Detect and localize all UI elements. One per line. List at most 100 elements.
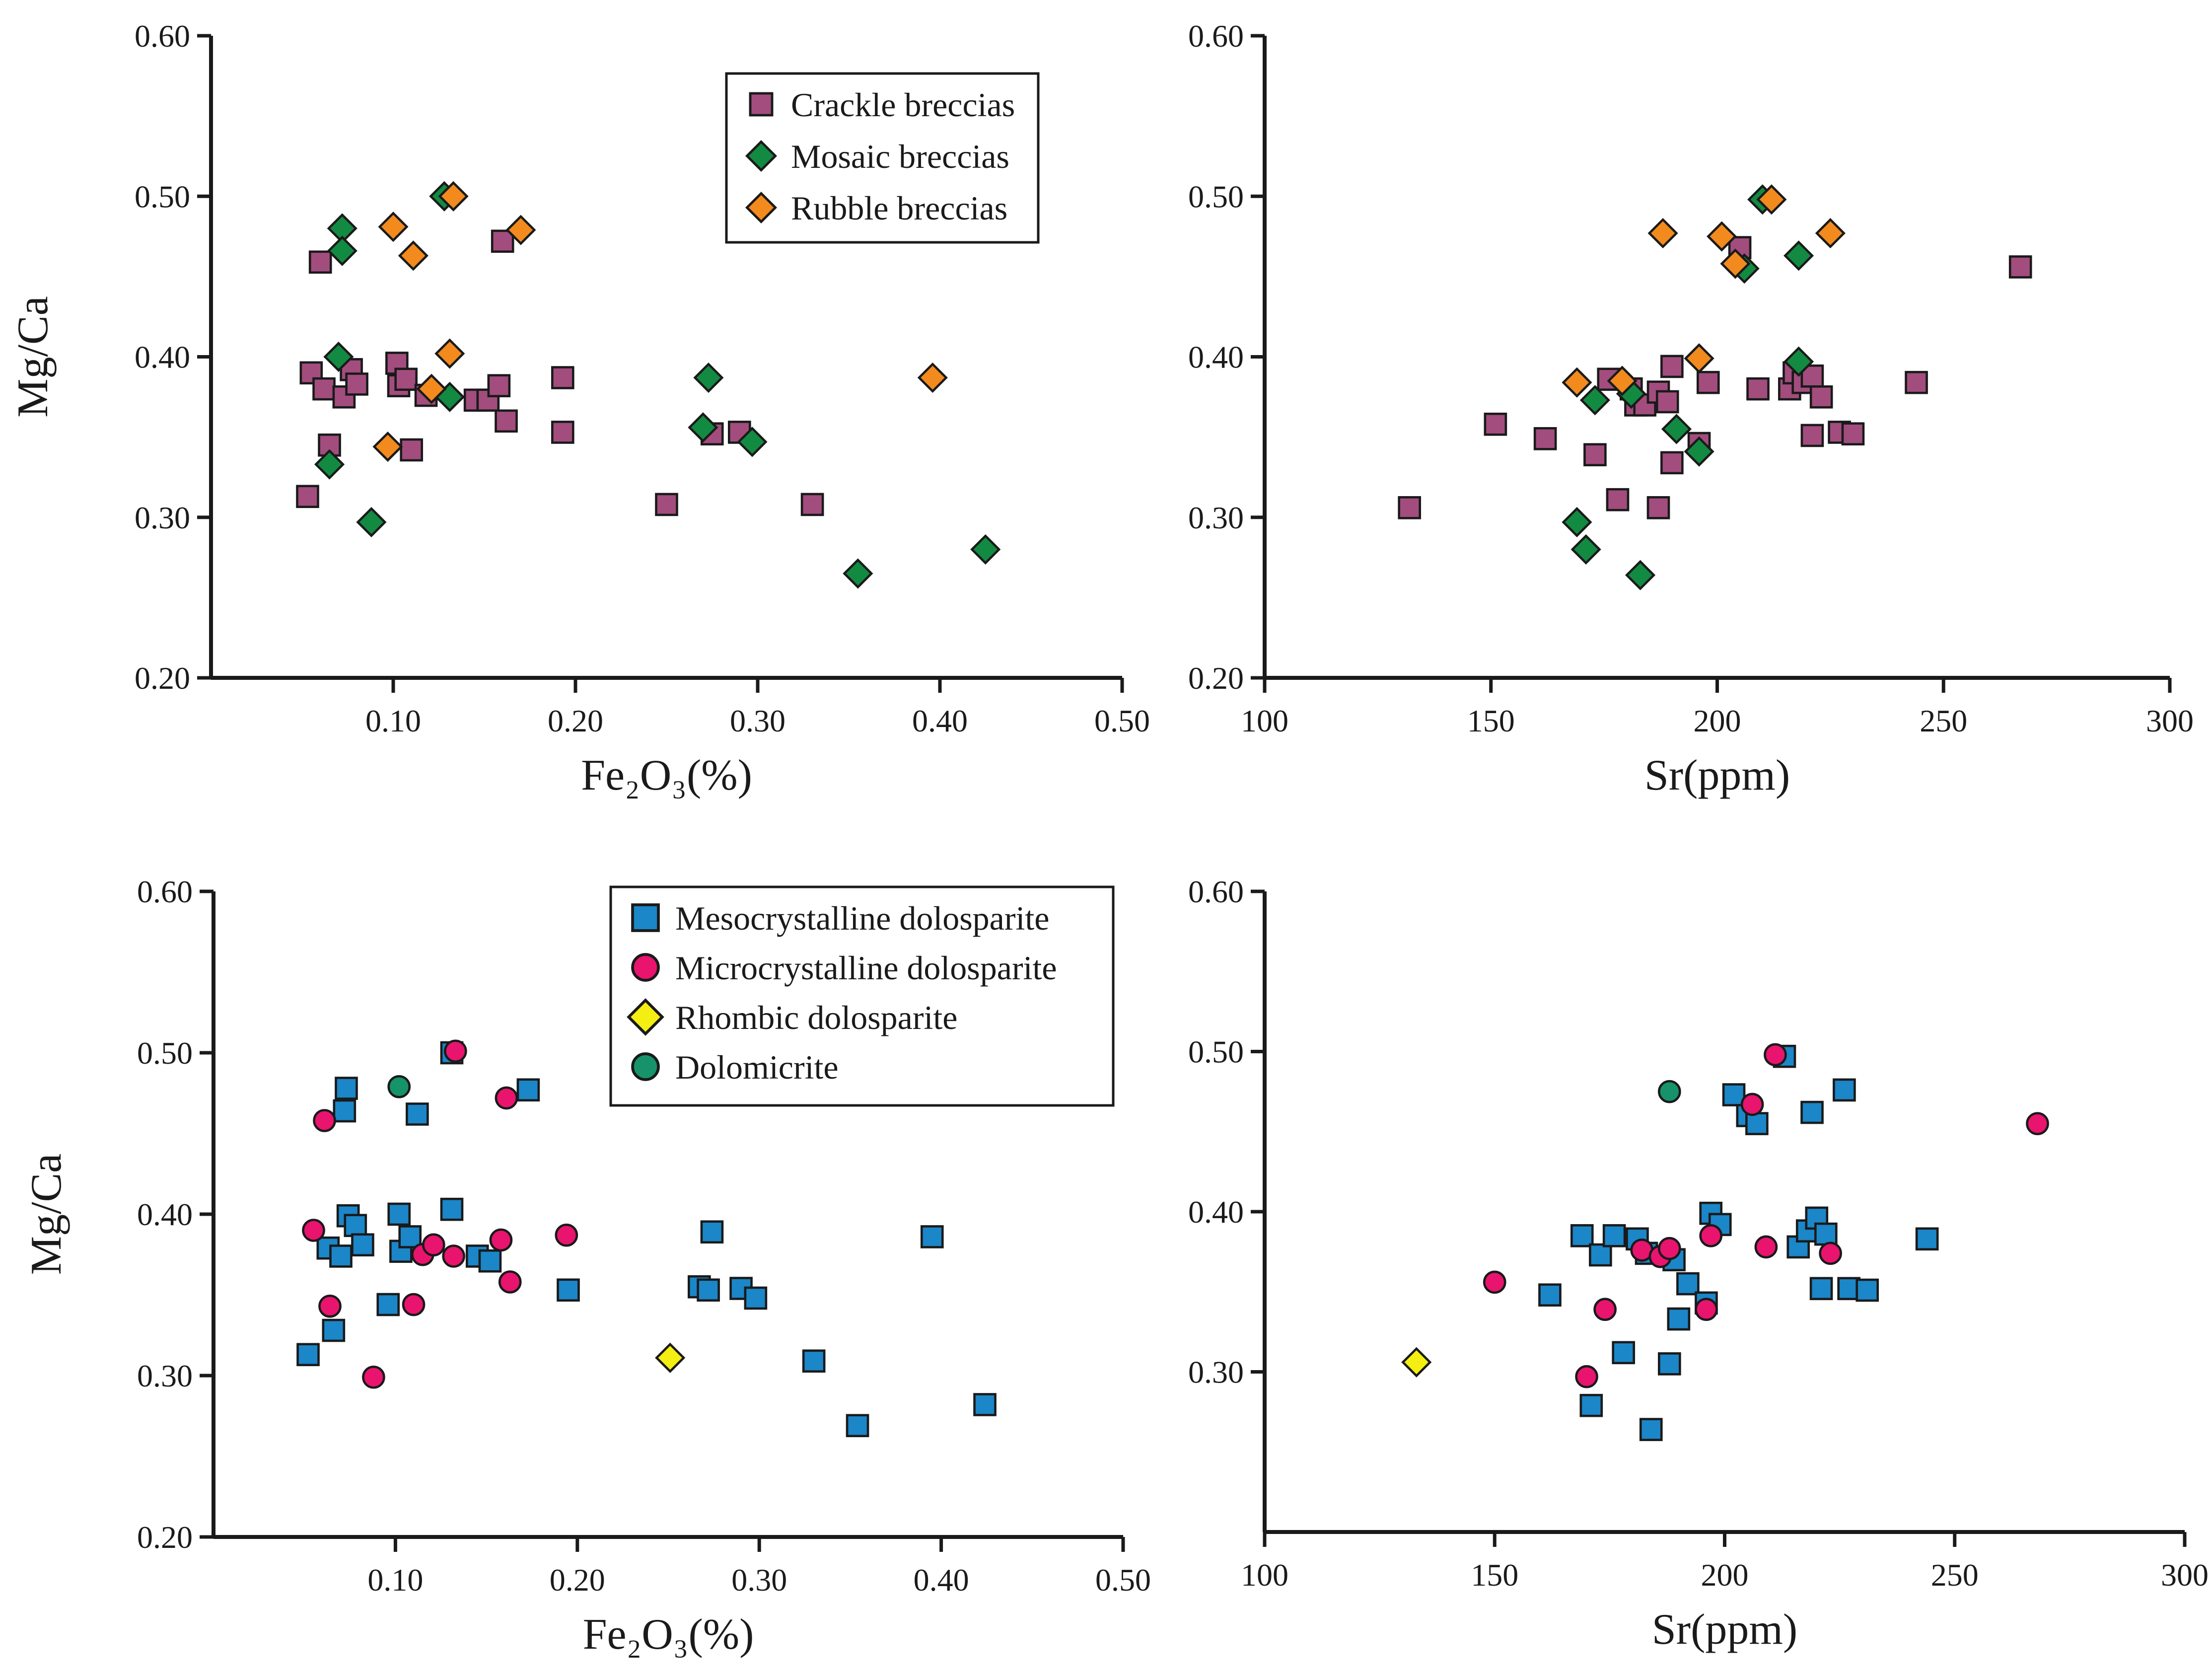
x-tick-label: 0.40 [912, 703, 968, 738]
y-tick-label: 0.50 [135, 179, 190, 214]
data-point [1660, 451, 1684, 475]
data-point [1593, 1298, 1617, 1321]
data-point [1745, 1112, 1769, 1135]
data-point [1483, 1270, 1506, 1294]
y-tick-label: 0.30 [1188, 500, 1244, 535]
x-tick-label: 0.30 [730, 703, 785, 738]
data-point [2008, 255, 2032, 279]
data-point [416, 373, 447, 404]
data-point [478, 1249, 502, 1273]
y-axis-title: Mg/Ca [9, 296, 57, 417]
y-tick-label: 0.40 [1188, 340, 1244, 375]
series-dolomicrite [1658, 1080, 1681, 1103]
x-tick-label: 0.20 [550, 1562, 605, 1598]
series-rhombic-dolosparite [1401, 1347, 1432, 1378]
data-point [555, 1223, 578, 1247]
data-point [378, 212, 409, 242]
data-point [1809, 385, 1833, 409]
data-point [697, 1278, 720, 1302]
data-point [1684, 436, 1714, 467]
data-point [688, 412, 718, 443]
data-point [498, 1270, 522, 1294]
legend-box [725, 72, 1040, 244]
data-point [846, 1414, 869, 1438]
panel-texture-sr: 0.30 0.40 0.50 0.60 100 150 200 250 300 Sr(ppm) [1188, 874, 2209, 1654]
x-axis-title: Sr(ppm) [1644, 751, 1790, 800]
series-crackle-breccias [1398, 236, 2032, 519]
series-mesocrystalline-dolosparite [1538, 1044, 1939, 1441]
legend: Mesocrystalline dolosparite Microcrystall… [609, 885, 1115, 1107]
data-point [351, 1233, 374, 1257]
series-dolomicrite [387, 1075, 411, 1098]
y-tick-label: 0.50 [1188, 1034, 1244, 1070]
data-point [406, 1102, 429, 1126]
x-axis-title: Fe₂O₃(%) [583, 1610, 754, 1659]
data-point [362, 1365, 385, 1389]
data-point [1562, 367, 1592, 398]
data-point [318, 1294, 342, 1318]
y-tick-label: 0.50 [1188, 179, 1244, 214]
series-microcrystalline-dolosparite [302, 1039, 578, 1389]
data-point [655, 1342, 686, 1373]
data-point [1746, 377, 1770, 401]
series-microcrystalline-dolosparite [1483, 1043, 2049, 1388]
data-point [1646, 496, 1670, 519]
legend-marker-microcrystalline-dolosparite [631, 953, 660, 982]
data-point [1607, 365, 1638, 396]
data-point [1756, 184, 1787, 215]
panel-texture-fe2o3: 0.20 0.30 0.40 0.50 0.60 0.10 0.20 0.30 0.40 0.50… [22, 874, 1151, 1659]
data-point [917, 362, 948, 393]
data-point [322, 1318, 346, 1342]
data-point [693, 362, 724, 393]
y-tick-label: 0.20 [137, 1520, 193, 1555]
data-point [323, 341, 354, 372]
data-point [313, 1109, 336, 1132]
data-point [557, 1278, 580, 1302]
data-point [1800, 1100, 1824, 1124]
data-point [1720, 248, 1751, 279]
data-point [1533, 427, 1557, 450]
data-point [551, 366, 574, 389]
data-point [1809, 1277, 1833, 1301]
legend-marker-mosaic-breccias [745, 140, 778, 172]
data-point [422, 1233, 445, 1257]
data-point [1639, 1418, 1663, 1441]
series-crackle-breccias [296, 229, 824, 516]
x-tick-label: 0.40 [914, 1562, 969, 1598]
x-tick-label: 200 [1701, 1557, 1749, 1593]
data-point [1696, 370, 1720, 394]
data-point [438, 181, 469, 212]
data-point [802, 1349, 826, 1373]
data-point [1647, 218, 1678, 249]
data-point [1833, 1078, 1856, 1102]
x-tick-label: 300 [2146, 703, 2194, 738]
data-point [516, 1078, 540, 1102]
y-tick-label: 0.30 [1188, 1355, 1244, 1390]
data-point [1658, 1237, 1681, 1260]
data-point [737, 427, 768, 457]
data-point [402, 1293, 426, 1316]
legend-marker-rubble-breccias [745, 191, 778, 224]
x-tick-label: 0.10 [365, 703, 421, 738]
x-tick-label: 300 [2161, 1557, 2209, 1593]
data-point [308, 250, 332, 274]
data-point [394, 367, 418, 391]
y-tick-label: 0.40 [135, 340, 190, 375]
data-point [329, 1244, 353, 1268]
data-point [1570, 534, 1601, 565]
x-tick-label: 150 [1471, 1557, 1518, 1593]
data-point [1655, 390, 1679, 414]
legend: Crackle breccias Mosaic breccias Rubble br… [725, 72, 1040, 244]
data-point [1606, 488, 1630, 511]
data-point [387, 1202, 411, 1226]
data-point [1800, 424, 1824, 447]
legend-marker-dolomicrite [631, 1052, 660, 1081]
data-point [1784, 346, 1814, 377]
legend-label-dolomicrite: Dolomicrite [675, 1048, 839, 1086]
legend-label-mesocrystalline-dolosparite: Mesocrystalline dolosparite [675, 899, 1049, 937]
data-point [296, 1343, 320, 1367]
x-tick-label: 100 [1241, 1557, 1288, 1593]
data-point [1602, 1224, 1626, 1247]
series-rubble-breccias [1562, 184, 1846, 398]
